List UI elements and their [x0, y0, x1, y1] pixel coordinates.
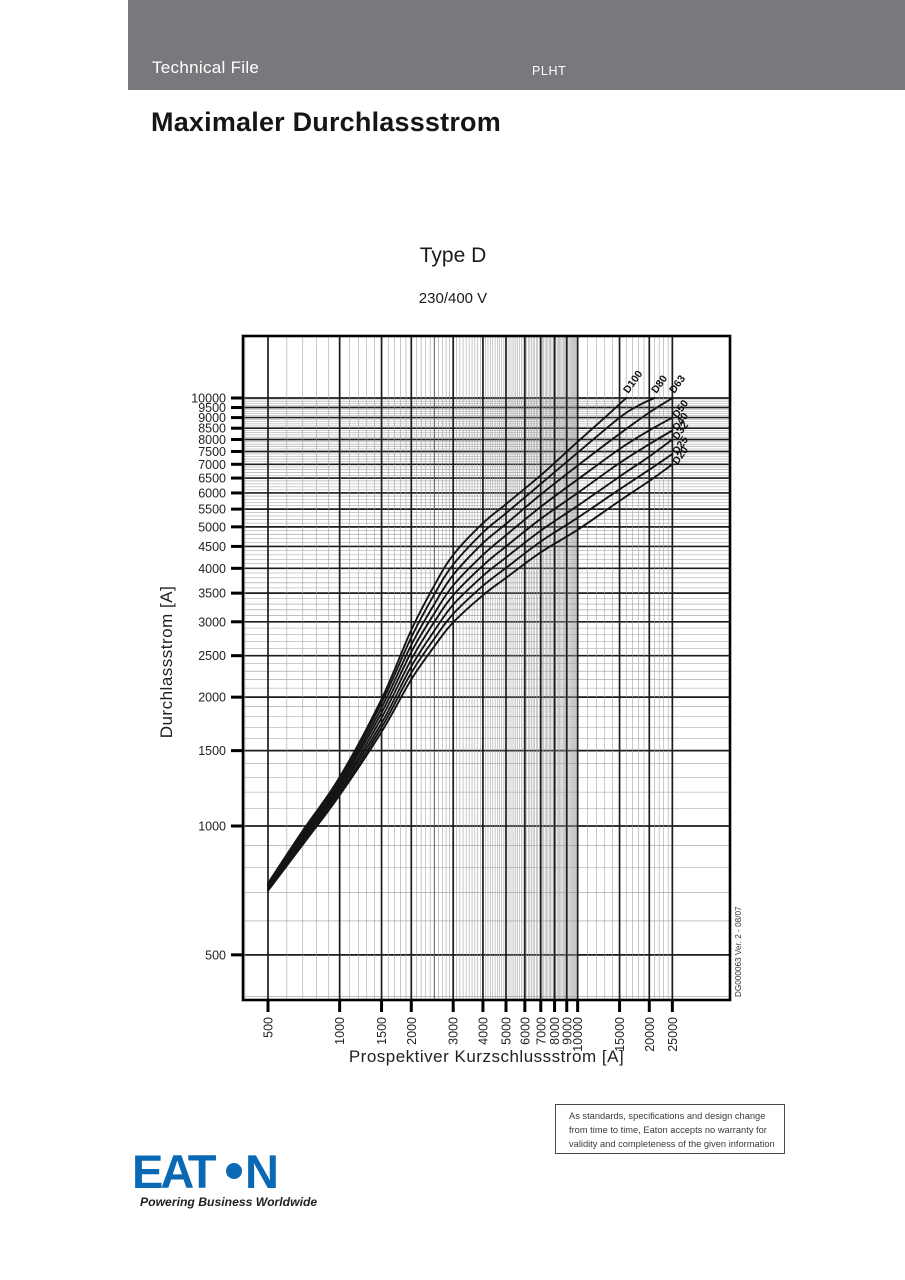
- logo-tagline: Powering Business Worldwide: [140, 1195, 317, 1209]
- y-tick-label: 9000: [198, 411, 226, 425]
- y-tick-label: 6000: [198, 486, 226, 500]
- curve-D20: [267, 463, 674, 892]
- curves-group: [267, 397, 674, 892]
- curve-D40: [267, 429, 674, 889]
- y-tick-label: 2000: [198, 691, 226, 705]
- chart-title: Type D: [419, 244, 487, 267]
- x-tick-label: 6000: [518, 1017, 532, 1045]
- y-tick-label: 5000: [198, 520, 226, 534]
- y-tick-label: 9500: [198, 401, 226, 415]
- y-tick-label: 3000: [198, 615, 226, 629]
- page-title: Maximaler Durchlassstrom: [151, 107, 501, 137]
- doc-watermark: DG000063 Ver. 2 - 08/07: [734, 906, 743, 997]
- disclaimer-line: validity and completeness of the given i…: [569, 1138, 775, 1149]
- curve-label-D63: D63: [667, 373, 688, 396]
- y-tick-label: 5500: [198, 503, 226, 517]
- curve-D32: [267, 438, 674, 890]
- y-tick-label: 2500: [198, 649, 226, 663]
- y-tick-label: 4500: [198, 540, 226, 554]
- y-tick-label: 7000: [198, 458, 226, 472]
- disclaimer-box: As standards, specifications and design …: [555, 1104, 785, 1154]
- curve-label-D100: D100: [621, 368, 646, 395]
- y-tick-label: 1500: [198, 744, 226, 758]
- y-tick-label: 10000: [191, 392, 226, 406]
- curve-D50: [267, 416, 674, 888]
- chart-subtitle: 230/400 V: [418, 290, 488, 307]
- y-axis-title: Durchlassstrom [A]: [157, 586, 176, 739]
- x-axis-title: Prospektiver Kurzschlussstrom [A]: [349, 1047, 624, 1066]
- x-tick-label: 500: [262, 1017, 276, 1038]
- x-tick-label: 10000: [571, 1017, 585, 1052]
- logo-wordmark-left: EAT: [132, 1145, 217, 1198]
- disclaimer-line: from time to time, Eaton accepts no warr…: [569, 1124, 767, 1135]
- x-tick-label: 8000: [548, 1017, 562, 1045]
- logo-dot-icon: [226, 1163, 242, 1179]
- curve-D25: [267, 453, 674, 891]
- x-tick-label: 3000: [447, 1017, 461, 1045]
- disclaimer-line: As standards, specifications and design …: [569, 1111, 766, 1121]
- chart-frame: [241, 334, 732, 1002]
- logo-wordmark-right: N: [245, 1145, 276, 1198]
- x-tick-label: 1500: [375, 1017, 389, 1045]
- y-tick-label: 8500: [198, 422, 226, 436]
- x-tick-label: 4000: [476, 1017, 490, 1045]
- x-tick-label: 7000: [534, 1017, 548, 1045]
- x-tick-label: 1000: [333, 1017, 347, 1045]
- y-tick-label: 4000: [198, 562, 226, 576]
- x-tick-label: 9000: [560, 1017, 574, 1045]
- curve-D100: [267, 397, 628, 885]
- curve-D63: [267, 397, 674, 887]
- curve-D80: [267, 397, 656, 886]
- x-tick-label: 5000: [500, 1017, 514, 1045]
- header-title: Technical File: [152, 58, 260, 77]
- x-tick-label: 20000: [643, 1017, 657, 1052]
- header-product-label: PLHT: [532, 64, 567, 78]
- y-tick-label: 7500: [198, 445, 226, 459]
- x-tick-label: 2000: [405, 1017, 419, 1045]
- y-tick-label: 6500: [198, 472, 226, 486]
- header-bar: Technical File PLHT: [128, 0, 905, 90]
- grid-group: [243, 336, 730, 1000]
- y-tick-label: 3500: [198, 587, 226, 601]
- eaton-logo: EAT N Powering Business Worldwide: [132, 1145, 317, 1209]
- x-tick-label: 15000: [613, 1017, 627, 1052]
- y-tick-label: 1000: [198, 820, 226, 834]
- y-tick-label: 8000: [198, 433, 226, 447]
- x-tick-label: 25000: [666, 1017, 680, 1052]
- curve-label-D80: D80: [649, 373, 670, 396]
- y-tick-label: 500: [205, 948, 226, 962]
